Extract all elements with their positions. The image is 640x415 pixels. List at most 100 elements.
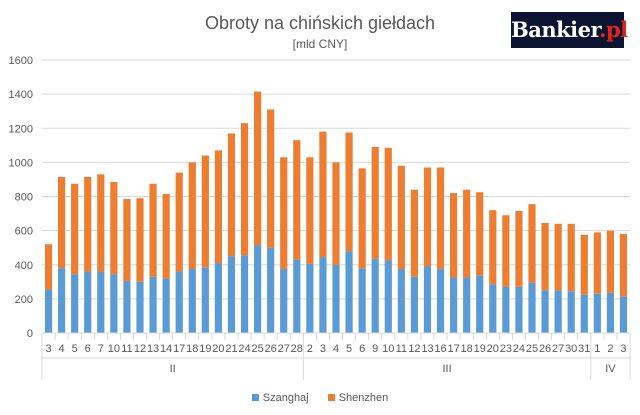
x-tick-label: 4 bbox=[333, 343, 339, 355]
bar-shenzhen bbox=[593, 232, 601, 294]
x-tick-label: 20 bbox=[212, 343, 224, 355]
bar-szanghaj bbox=[254, 245, 262, 333]
x-tick-label: 28 bbox=[291, 343, 303, 355]
bar-szanghaj bbox=[463, 277, 471, 333]
bar-shenzhen bbox=[397, 165, 405, 270]
bar-shenzhen bbox=[123, 199, 131, 281]
bar-szanghaj bbox=[541, 290, 549, 333]
bar-szanghaj bbox=[71, 274, 79, 333]
legend-item-szanghaj: Szanghaj bbox=[251, 392, 309, 404]
legend-item-shenzhen: Shenzhen bbox=[327, 392, 389, 404]
bar-shenzhen bbox=[502, 215, 510, 287]
bar-szanghaj bbox=[580, 294, 588, 333]
bar-shenzhen bbox=[450, 193, 458, 278]
x-tick-label: 14 bbox=[160, 343, 172, 355]
x-tick-label: 31 bbox=[578, 343, 590, 355]
logo-name: Bankier bbox=[511, 17, 600, 42]
x-tick-label: 6 bbox=[359, 343, 365, 355]
bar-shenzhen bbox=[489, 210, 497, 285]
bar-szanghaj bbox=[149, 276, 157, 333]
x-tick-label: 10 bbox=[382, 343, 394, 355]
y-tick-label: 1200 bbox=[9, 123, 33, 135]
x-tick-label: 19 bbox=[199, 343, 211, 355]
bar-shenzhen bbox=[240, 123, 249, 256]
x-tick-label: 3 bbox=[320, 343, 326, 355]
bar-szanghaj bbox=[502, 286, 510, 333]
x-tick-label: 26 bbox=[539, 343, 551, 355]
x-tick-label: 25 bbox=[526, 343, 538, 355]
logo-suffix: .pl bbox=[599, 17, 628, 42]
bar-shenzhen bbox=[110, 181, 118, 275]
group-label: II bbox=[170, 363, 176, 375]
bar-szanghaj bbox=[44, 289, 53, 333]
x-tick-label: 13 bbox=[147, 343, 159, 355]
x-tick-label: 2 bbox=[307, 343, 313, 355]
bar-shenzhen bbox=[541, 222, 549, 291]
bar-szanghaj bbox=[345, 251, 353, 333]
bar-shenzhen bbox=[84, 176, 92, 272]
x-tick-label: 16 bbox=[434, 343, 446, 355]
bar-szanghaj bbox=[267, 247, 275, 333]
bar-shenzhen bbox=[293, 140, 301, 260]
group-label: III bbox=[442, 363, 451, 375]
bar-szanghaj bbox=[476, 275, 484, 333]
x-tick-label: 17 bbox=[447, 343, 459, 355]
bar-shenzhen bbox=[280, 157, 288, 270]
bar-shenzhen bbox=[149, 183, 157, 277]
bar-shenzhen bbox=[97, 174, 105, 272]
bar-szanghaj bbox=[293, 259, 301, 333]
x-tick-label: 26 bbox=[265, 343, 277, 355]
bar-szanghaj bbox=[489, 284, 497, 333]
bar-szanghaj bbox=[175, 271, 183, 333]
x-tick-label: 21 bbox=[225, 343, 237, 355]
group-label: IV bbox=[605, 363, 616, 375]
bar-szanghaj bbox=[162, 278, 170, 333]
x-tick-label: 23 bbox=[500, 343, 512, 355]
bankier-logo: Bankier.pl bbox=[511, 12, 628, 48]
bar-szanghaj bbox=[397, 269, 405, 333]
bar-shenzhen bbox=[188, 162, 196, 270]
bar-shenzhen bbox=[175, 172, 183, 272]
bar-shenzhen bbox=[44, 244, 53, 290]
x-tick-label: 24 bbox=[513, 343, 525, 355]
bar-szanghaj bbox=[306, 263, 314, 333]
bar-szanghaj bbox=[123, 280, 131, 333]
bar-shenzhen bbox=[319, 131, 327, 258]
bar-szanghaj bbox=[515, 286, 523, 333]
bar-szanghaj bbox=[410, 276, 418, 333]
y-tick-label: 1600 bbox=[9, 55, 33, 67]
bar-szanghaj bbox=[423, 266, 432, 333]
bar-shenzhen bbox=[71, 183, 79, 275]
bar-shenzhen bbox=[528, 204, 536, 283]
bar-szanghaj bbox=[619, 296, 628, 333]
bar-shenzhen bbox=[463, 189, 471, 278]
bar-szanghaj bbox=[384, 260, 392, 333]
bar-szanghaj bbox=[240, 255, 249, 333]
y-tick-label: 0 bbox=[27, 328, 33, 340]
x-tick-label: 20 bbox=[487, 343, 499, 355]
bar-shenzhen bbox=[567, 223, 575, 292]
bar-shenzhen bbox=[162, 193, 170, 279]
legend-label-szanghaj: Szanghaj bbox=[262, 392, 309, 404]
bar-szanghaj bbox=[227, 256, 236, 333]
legend-label-shenzhen: Shenzhen bbox=[338, 392, 389, 404]
chart-title: Obroty na chińskich giełdach bbox=[204, 13, 436, 33]
x-tick-label: 24 bbox=[238, 343, 250, 355]
chart-legend: Szanghaj Shenzhen bbox=[0, 392, 640, 404]
x-tick-label: 11 bbox=[396, 343, 407, 355]
legend-swatch-szanghaj bbox=[251, 394, 259, 401]
x-tick-label: 13 bbox=[421, 343, 433, 355]
x-tick-label: 10 bbox=[108, 343, 120, 355]
y-tick-label: 600 bbox=[15, 226, 33, 238]
bar-szanghaj bbox=[567, 291, 575, 333]
bar-szanghaj bbox=[593, 293, 601, 333]
bar-szanghaj bbox=[110, 274, 118, 333]
bar-shenzhen bbox=[476, 192, 484, 276]
bar-szanghaj bbox=[84, 271, 92, 333]
bar-shenzhen bbox=[580, 234, 588, 295]
bar-shenzhen bbox=[423, 167, 432, 267]
x-tick-label: 5 bbox=[72, 343, 78, 355]
bar-shenzhen bbox=[201, 155, 209, 268]
x-tick-label: 2 bbox=[607, 343, 613, 355]
bar-shenzhen bbox=[254, 91, 262, 246]
